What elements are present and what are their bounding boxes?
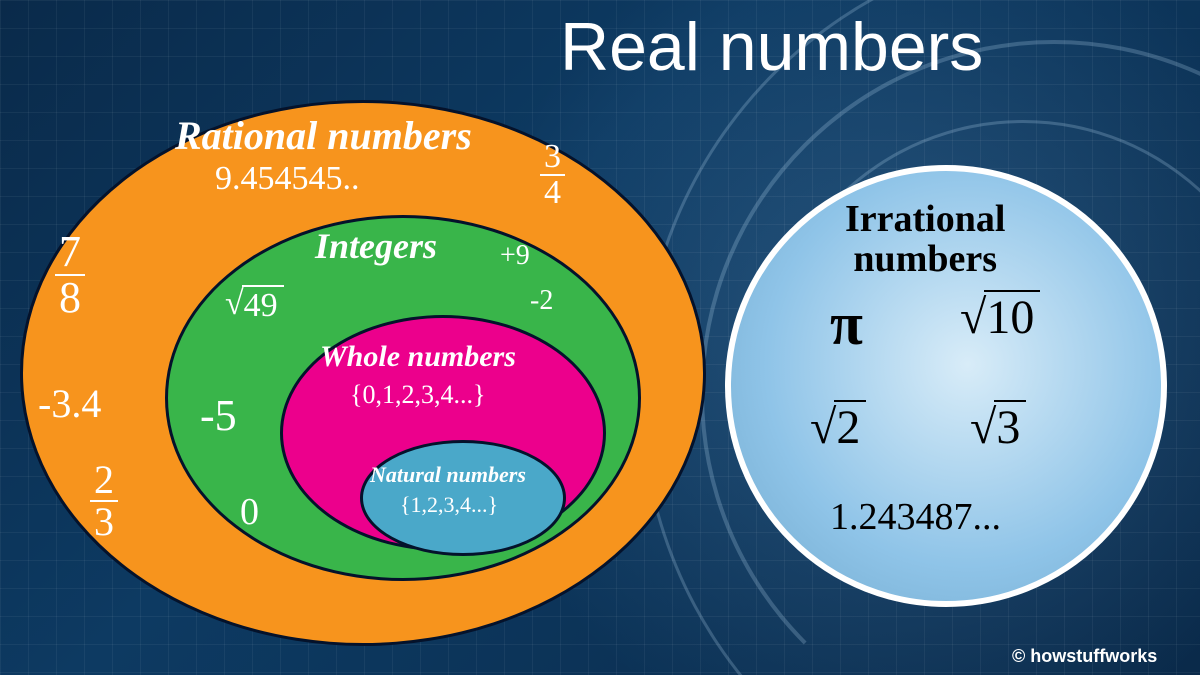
value-rational: 34 (540, 140, 565, 212)
label-natural: Natural numbers (370, 462, 526, 488)
credit-text: © howstuffworks (1012, 646, 1157, 667)
label-whole: Whole numbers (320, 340, 516, 374)
value-integers: √49 (225, 285, 284, 324)
value-integers: -5 (200, 390, 237, 441)
value-rational: -3.4 (38, 380, 101, 427)
value-whole: {0,1,2,3,4...} (350, 380, 485, 410)
label-integers: Integers (315, 225, 437, 267)
diagram-canvas: Real numbers Rational numbers Integers W… (0, 0, 1200, 675)
value-irrational: 1.243487... (830, 495, 1001, 539)
value-irrational: √10 (960, 290, 1040, 345)
page-title: Real numbers (560, 8, 983, 86)
value-irrational: π (830, 290, 863, 359)
value-rational: 78 (55, 230, 85, 323)
value-rational: 23 (90, 460, 118, 545)
value-integers: 0 (240, 490, 259, 534)
label-irrational: Irrationalnumbers (845, 200, 1005, 280)
value-rational: 9.454545.. (215, 160, 360, 198)
value-irrational: √2 (810, 400, 866, 455)
value-integers: -2 (530, 285, 553, 317)
value-integers: +9 (500, 240, 530, 272)
value-natural: {1,2,3,4...} (400, 492, 498, 518)
value-irrational: √3 (970, 400, 1026, 455)
label-rational: Rational numbers (175, 112, 472, 159)
